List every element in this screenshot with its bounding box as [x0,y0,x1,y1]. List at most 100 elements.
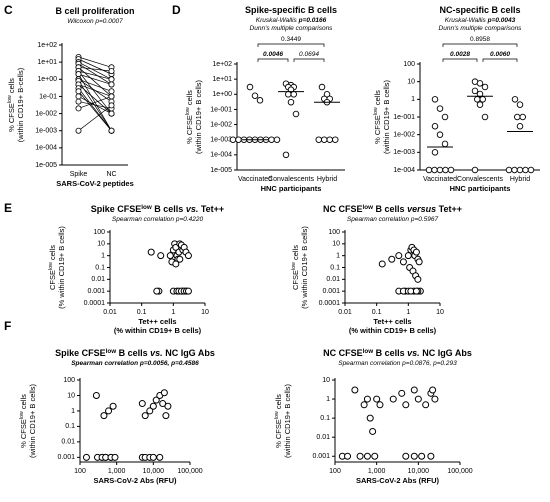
point [326,136,334,143]
x-tick-label: 10,000 [143,468,165,475]
pair-line [78,91,112,131]
point [527,166,535,174]
point [75,88,82,95]
point [516,101,524,108]
label-part: (within CD19+ B-cells) [16,67,25,142]
label-part: vs. [407,348,420,358]
point [282,151,290,159]
x-tick-label: Hybrid [510,176,530,183]
point [166,252,174,260]
point [412,287,420,295]
y-tick-label: 0.1 [95,264,105,271]
point [111,453,119,461]
point [410,452,418,460]
point [516,166,524,174]
point [412,248,420,256]
pair-line [78,84,112,97]
point [431,395,439,403]
chart-subtitle: Kruskal-Wallis p=0.0166 [256,17,327,24]
label-part: (% within CD19+ B cells) [114,326,202,335]
panel-letter: D [172,3,181,17]
comparison-bracket [442,58,478,62]
label-part: low [48,262,54,270]
point [447,166,455,174]
y-tick-label: 1 [101,253,105,260]
point [92,391,100,399]
y-tick-label: 100 [93,229,105,236]
y-tick-label: 1e+00 [212,91,232,98]
point [376,401,384,409]
label-part: Spike CFSE [55,348,106,358]
label-part: SARS-CoV-2 Abs (RFU) [356,476,440,485]
point [318,83,326,91]
x-tick-label: Vaccinated [423,176,457,183]
y-axis-label: (within CD19+ B cells) [382,80,391,154]
y-tick-label: 1e-004 [210,152,232,159]
point [418,452,426,460]
label-part: Tet++ [198,204,224,214]
label-part: Spike-specific B cells [245,5,337,15]
point [108,102,115,109]
x-tick-label: 1,000 [368,468,386,475]
point [75,105,82,112]
pair-line [78,56,112,68]
label-part: NC IgG Abs [163,348,215,358]
point [287,98,295,106]
label-part: cells [185,90,194,107]
x-tick-label: Vaccinated [238,176,272,183]
point [378,260,386,268]
label-part: cells [274,394,283,411]
y-tick-label: 0.1 [65,423,75,430]
x-tick-label: Hybrid [317,176,337,183]
y-axis-label: CFSElow cells [48,245,57,290]
point [410,386,418,394]
pair-line [78,73,112,85]
point [441,140,449,148]
x-tick-label: NC [106,171,116,178]
chart-subtitle: Spearman correlation p=0.0876, p=0.293 [338,360,457,367]
point [514,113,521,121]
chart-title: Spike CFSElow B cells vs. Tet++ [91,204,224,214]
label-part: cells [373,90,382,107]
point [184,252,192,260]
point [100,412,108,420]
point [109,402,117,410]
point [176,255,184,263]
point [402,401,410,409]
y-tick-label: 10 [332,241,340,248]
point [404,252,412,260]
point [399,258,407,266]
point [152,396,160,404]
y-tick-label: 1e-005 [210,167,232,174]
y-tick-label: 1e+02 [212,61,232,68]
point [315,136,323,143]
x-tick-label: 100,000 [447,468,472,475]
label-part: NC CFSE [323,204,363,214]
x-tick-label: 10,000 [408,468,430,475]
y-axis-label: (within CD19+ B cells) [194,80,203,154]
y-tick-label: 1e-003 [210,137,232,144]
chart-title: B cell proliferation [55,6,134,16]
comparison-p: 0.3449 [281,36,301,43]
label-part: p=0.0166 [298,17,327,24]
label-part: low [291,262,297,270]
y-tick-label: 1e+01 [212,76,232,83]
point [268,136,275,143]
point [427,452,435,460]
point [471,87,479,95]
y-axis-label: % CFSElow cells [373,90,382,144]
point [441,113,449,121]
y-tick-label: 1e-002 [393,132,415,139]
y-tick-label: 1e-005 [35,162,57,169]
point [425,166,433,174]
comparison-bracket [293,58,325,62]
label-part: NC-specific B cells [439,5,520,15]
x-axis-label: Tet++ cells [138,317,176,326]
point [429,386,437,394]
comparison-p: 0.0060 [490,51,510,58]
point [431,96,439,103]
x-tick-label: 10 [436,309,444,316]
y-tick-label: 1e-01 [39,93,57,100]
x-tick-label: Convalescents [457,176,503,183]
